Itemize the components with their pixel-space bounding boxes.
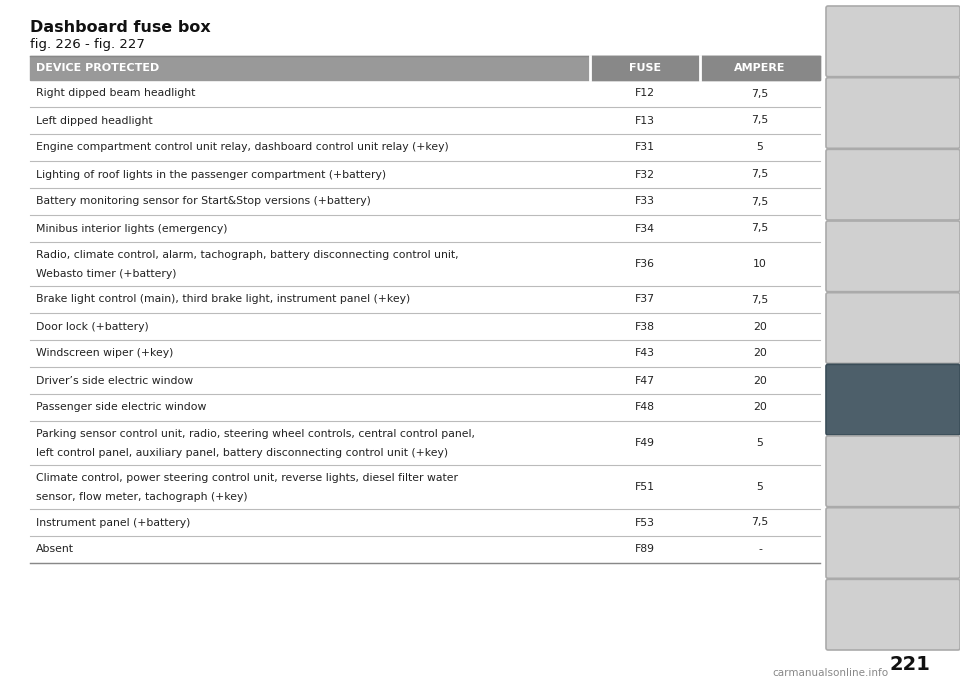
Text: 5: 5 — [756, 482, 763, 492]
Text: Radio, climate control, alarm, tachograph, battery disconnecting control unit,: Radio, climate control, alarm, tachograp… — [36, 250, 459, 260]
FancyBboxPatch shape — [826, 580, 960, 650]
Text: F37: F37 — [635, 294, 655, 305]
Bar — [30, 465, 820, 509]
Bar — [30, 421, 820, 465]
FancyBboxPatch shape — [826, 364, 960, 435]
Bar — [590, 56, 700, 80]
Bar — [30, 340, 820, 367]
Text: Door lock (+battery): Door lock (+battery) — [36, 322, 149, 331]
Text: Instrument panel (+battery): Instrument panel (+battery) — [36, 517, 190, 528]
Text: Dashboard fuse box: Dashboard fuse box — [30, 20, 211, 35]
Bar — [30, 134, 820, 161]
Text: DEVICE PROTECTED: DEVICE PROTECTED — [36, 63, 159, 73]
FancyBboxPatch shape — [826, 78, 960, 148]
Text: F12: F12 — [635, 88, 655, 99]
Text: AMPERE: AMPERE — [734, 63, 785, 73]
Text: F33: F33 — [635, 196, 655, 206]
Text: F13: F13 — [635, 115, 655, 126]
Bar — [30, 188, 820, 215]
Text: 7,5: 7,5 — [752, 88, 769, 99]
Text: Brake light control (main), third brake light, instrument panel (+key): Brake light control (main), third brake … — [36, 294, 410, 305]
FancyBboxPatch shape — [826, 221, 960, 292]
Text: 20: 20 — [753, 375, 767, 386]
Text: 20: 20 — [753, 322, 767, 331]
Text: left control panel, auxiliary panel, battery disconnecting control unit (+key): left control panel, auxiliary panel, bat… — [36, 448, 448, 458]
Text: 7,5: 7,5 — [752, 224, 769, 233]
Text: Parking sensor control unit, radio, steering wheel controls, central control pan: Parking sensor control unit, radio, stee… — [36, 429, 475, 439]
Text: 20: 20 — [753, 403, 767, 412]
Bar — [30, 107, 820, 134]
Bar — [30, 80, 820, 107]
Text: 5: 5 — [756, 438, 763, 448]
Text: 7,5: 7,5 — [752, 294, 769, 305]
FancyBboxPatch shape — [826, 508, 960, 578]
Text: 221: 221 — [890, 654, 930, 674]
Text: F48: F48 — [635, 403, 655, 412]
Bar — [30, 536, 820, 563]
Text: 7,5: 7,5 — [752, 169, 769, 180]
Text: carmanualsonline.info: carmanualsonline.info — [772, 668, 888, 678]
Bar — [30, 394, 820, 421]
FancyBboxPatch shape — [826, 6, 960, 77]
Text: Windscreen wiper (+key): Windscreen wiper (+key) — [36, 348, 174, 359]
Text: F47: F47 — [635, 375, 655, 386]
Bar — [700, 56, 820, 80]
Text: F32: F32 — [635, 169, 655, 180]
Text: F34: F34 — [635, 224, 655, 233]
Text: Engine compartment control unit relay, dashboard control unit relay (+key): Engine compartment control unit relay, d… — [36, 143, 448, 152]
Bar — [30, 509, 820, 536]
Text: 7,5: 7,5 — [752, 115, 769, 126]
Text: Climate control, power steering control unit, reverse lights, diesel filter wate: Climate control, power steering control … — [36, 473, 458, 483]
Text: FUSE: FUSE — [629, 63, 661, 73]
Text: F38: F38 — [635, 322, 655, 331]
Text: F53: F53 — [635, 517, 655, 528]
Text: Minibus interior lights (emergency): Minibus interior lights (emergency) — [36, 224, 228, 233]
FancyBboxPatch shape — [826, 150, 960, 220]
Text: Battery monitoring sensor for Start&Stop versions (+battery): Battery monitoring sensor for Start&Stop… — [36, 196, 371, 206]
FancyBboxPatch shape — [826, 436, 960, 507]
Text: 20: 20 — [753, 348, 767, 359]
Text: 5: 5 — [756, 143, 763, 152]
Text: Left dipped headlight: Left dipped headlight — [36, 115, 153, 126]
Bar — [30, 215, 820, 242]
Bar — [30, 161, 820, 188]
Text: -: - — [758, 545, 762, 554]
Text: 7,5: 7,5 — [752, 517, 769, 528]
Bar — [30, 242, 820, 286]
Bar — [30, 367, 820, 394]
Text: Webasto timer (+battery): Webasto timer (+battery) — [36, 269, 177, 279]
FancyBboxPatch shape — [826, 293, 960, 364]
Bar — [30, 286, 820, 313]
Text: F51: F51 — [635, 482, 655, 492]
Text: F49: F49 — [635, 438, 655, 448]
Text: Lighting of roof lights in the passenger compartment (+battery): Lighting of roof lights in the passenger… — [36, 169, 386, 180]
Text: F43: F43 — [635, 348, 655, 359]
Text: Absent: Absent — [36, 545, 74, 554]
Text: Right dipped beam headlight: Right dipped beam headlight — [36, 88, 196, 99]
Text: F36: F36 — [635, 259, 655, 269]
Text: F89: F89 — [635, 545, 655, 554]
Text: 7,5: 7,5 — [752, 196, 769, 206]
Text: Driver’s side electric window: Driver’s side electric window — [36, 375, 193, 386]
Bar — [30, 313, 820, 340]
Text: sensor, flow meter, tachograph (+key): sensor, flow meter, tachograph (+key) — [36, 492, 248, 501]
Text: fig. 226 - fig. 227: fig. 226 - fig. 227 — [30, 38, 145, 51]
Bar — [30, 56, 820, 80]
Text: Passenger side electric window: Passenger side electric window — [36, 403, 206, 412]
Text: F31: F31 — [635, 143, 655, 152]
Text: 10: 10 — [753, 259, 767, 269]
